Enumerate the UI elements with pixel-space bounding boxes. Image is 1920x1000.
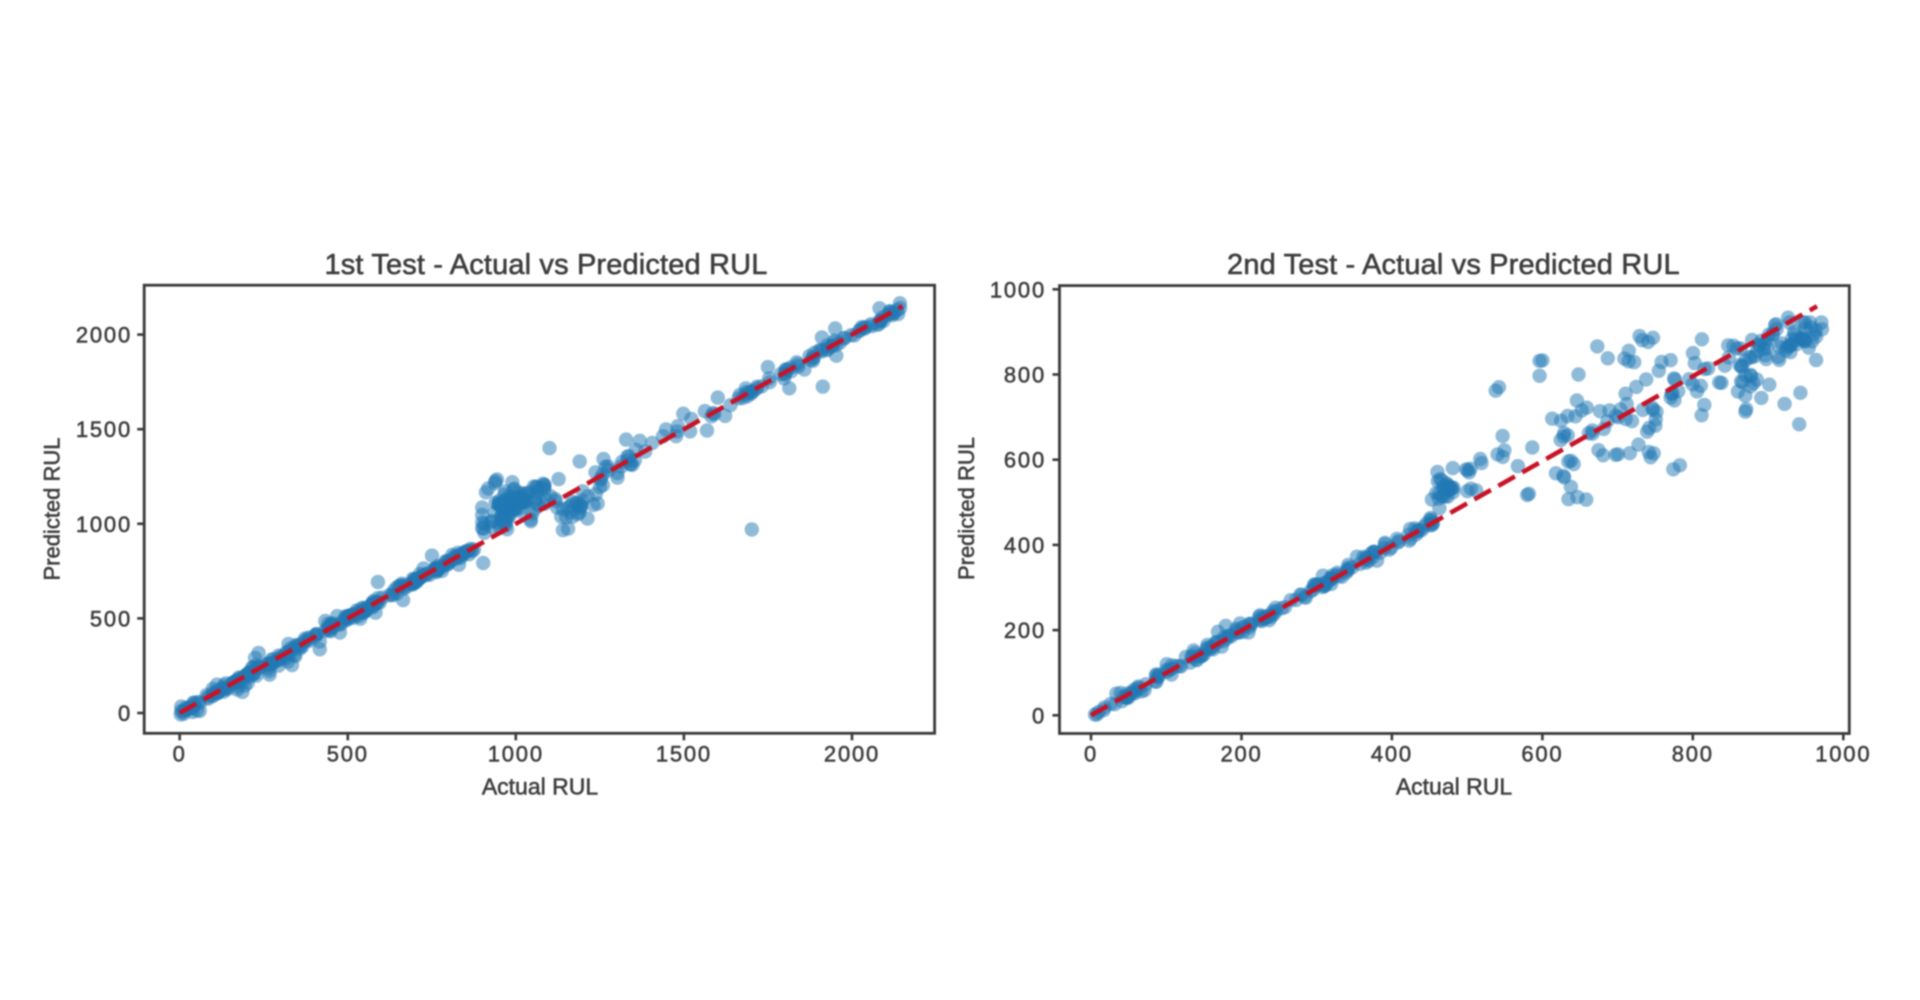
svg-text:0: 0 bbox=[173, 742, 187, 767]
svg-text:Actual RUL: Actual RUL bbox=[482, 773, 599, 799]
svg-text:0: 0 bbox=[1032, 703, 1046, 728]
svg-text:2nd Test - Actual vs Predicted: 2nd Test - Actual vs Predicted RUL bbox=[1227, 249, 1680, 281]
svg-text:1st Test - Actual vs Predicted: 1st Test - Actual vs Predicted RUL bbox=[325, 249, 768, 281]
svg-text:0: 0 bbox=[1084, 742, 1098, 767]
svg-text:1000: 1000 bbox=[990, 277, 1046, 302]
svg-text:Predicted RUL: Predicted RUL bbox=[39, 437, 64, 580]
svg-text:1500: 1500 bbox=[76, 417, 132, 442]
svg-text:1000: 1000 bbox=[76, 512, 132, 537]
svg-text:2000: 2000 bbox=[76, 323, 132, 348]
svg-text:500: 500 bbox=[327, 742, 369, 767]
svg-text:400: 400 bbox=[1004, 533, 1046, 558]
svg-text:2000: 2000 bbox=[824, 742, 880, 767]
svg-text:1500: 1500 bbox=[656, 742, 712, 767]
svg-text:0: 0 bbox=[118, 701, 132, 726]
svg-text:800: 800 bbox=[1004, 363, 1046, 388]
svg-text:Predicted RUL: Predicted RUL bbox=[954, 437, 979, 580]
svg-text:600: 600 bbox=[1004, 448, 1046, 473]
svg-text:800: 800 bbox=[1672, 742, 1714, 767]
svg-text:1000: 1000 bbox=[1815, 742, 1871, 767]
svg-text:200: 200 bbox=[1004, 618, 1046, 643]
svg-text:Actual RUL: Actual RUL bbox=[1396, 773, 1513, 799]
svg-text:200: 200 bbox=[1220, 742, 1262, 767]
svg-text:500: 500 bbox=[90, 606, 132, 631]
svg-text:1000: 1000 bbox=[488, 742, 544, 767]
svg-text:600: 600 bbox=[1521, 742, 1563, 767]
svg-text:400: 400 bbox=[1371, 742, 1413, 767]
